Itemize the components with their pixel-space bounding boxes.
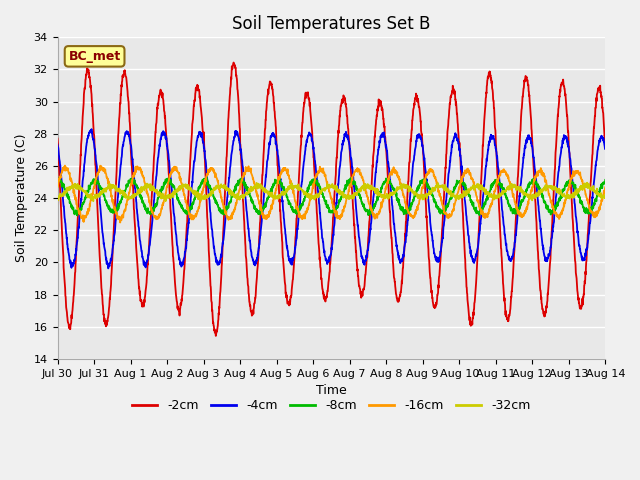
Bar <box>276 37 313 359</box>
Bar <box>240 37 276 359</box>
Bar <box>569 37 605 359</box>
Bar <box>167 37 204 359</box>
Y-axis label: Soil Temperature (C): Soil Temperature (C) <box>15 134 28 263</box>
Bar <box>496 37 532 359</box>
Bar <box>313 37 349 359</box>
Bar <box>94 37 131 359</box>
Bar <box>532 37 569 359</box>
Legend: -2cm, -4cm, -8cm, -16cm, -32cm: -2cm, -4cm, -8cm, -16cm, -32cm <box>127 394 536 417</box>
Bar <box>131 37 167 359</box>
Title: Soil Temperatures Set B: Soil Temperatures Set B <box>232 15 431 33</box>
Bar <box>204 37 240 359</box>
Bar <box>349 37 386 359</box>
X-axis label: Time: Time <box>316 384 347 397</box>
Bar <box>422 37 459 359</box>
Bar <box>459 37 496 359</box>
Bar <box>386 37 422 359</box>
Text: BC_met: BC_met <box>68 50 121 63</box>
Bar <box>58 37 94 359</box>
